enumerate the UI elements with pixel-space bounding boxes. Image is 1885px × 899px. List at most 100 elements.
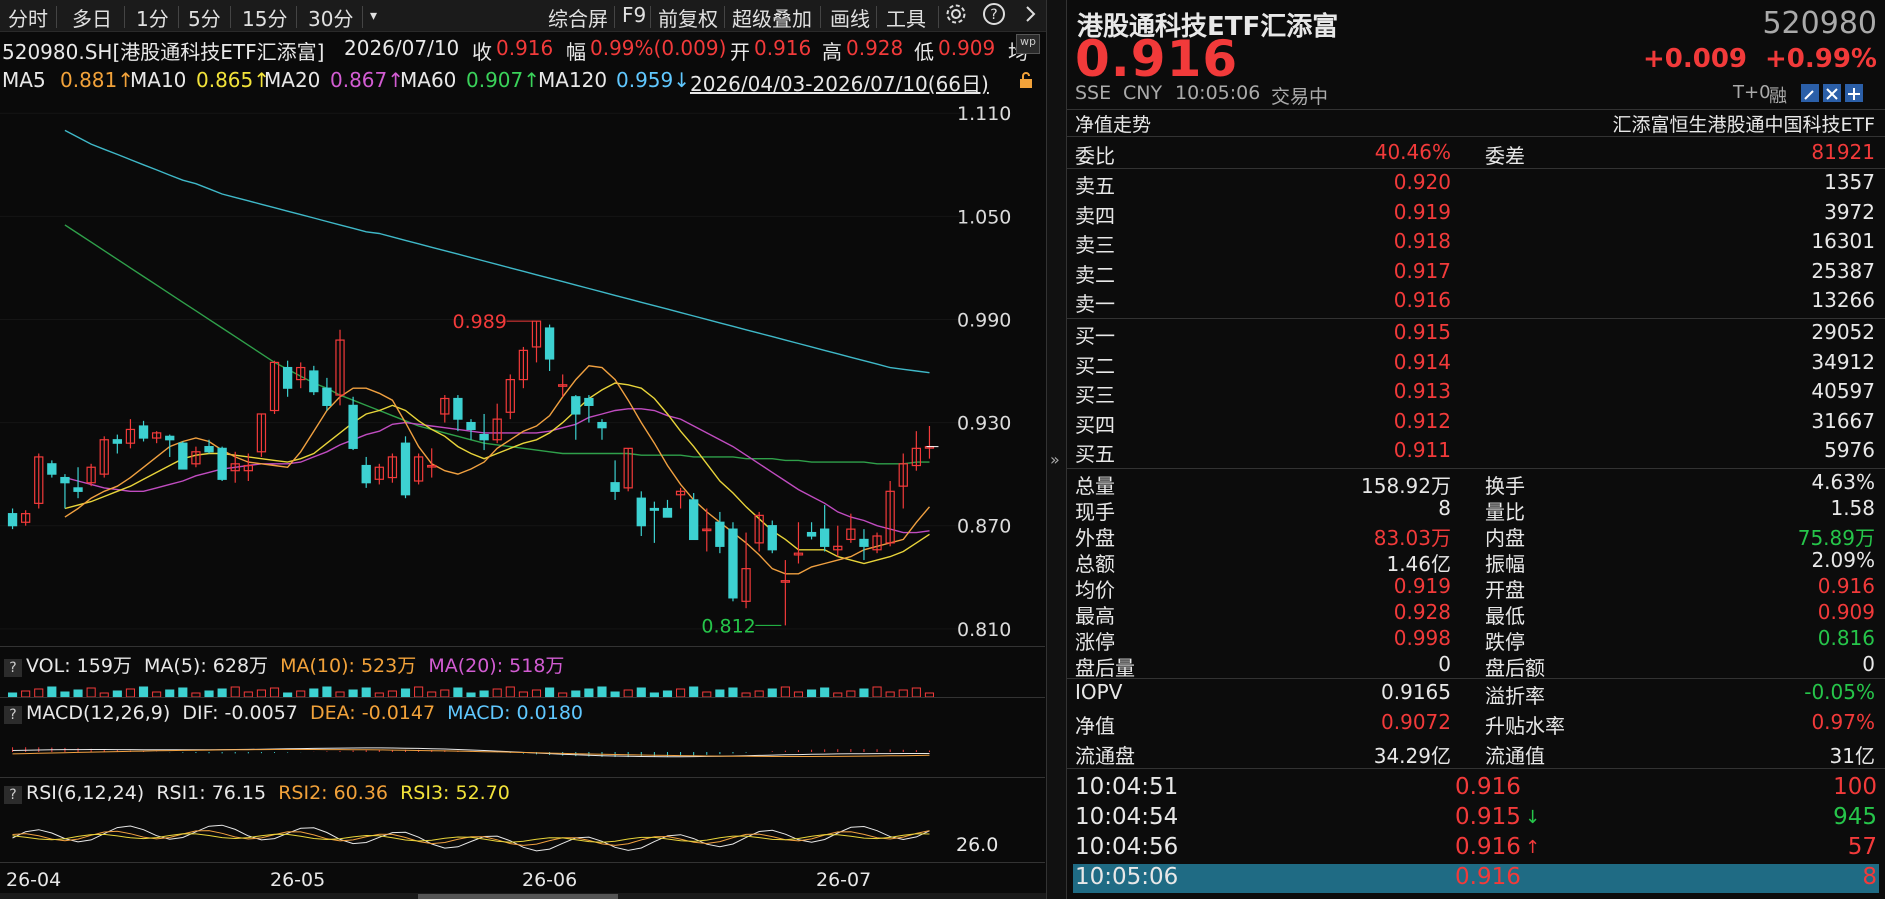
volume-bar (728, 687, 738, 697)
candle-body (780, 580, 791, 583)
candle-body (728, 528, 738, 599)
tick-time: 10:04:56 (1075, 834, 1179, 860)
candle-body (361, 464, 371, 484)
level-label: 卖二 (1075, 262, 1115, 287)
stat-label: 溢折率 (1485, 684, 1545, 708)
horizontal-scrollbar[interactable] (0, 893, 1046, 899)
weibi-label: 委比 (1075, 144, 1115, 168)
ask-row[interactable]: 卖四 0.919 3972 (1075, 200, 1875, 228)
tools-button[interactable]: 工具 (886, 7, 926, 31)
collapse-arrow-icon[interactable]: » (1050, 450, 1060, 469)
level-volume: 29052 (1811, 320, 1875, 344)
bid-row[interactable]: 买五 0.911 5976 (1075, 438, 1875, 466)
volume-bar (859, 688, 869, 697)
volume-bar (531, 689, 542, 697)
volume-bar (178, 687, 188, 697)
stat-value: 0.928 (1393, 600, 1451, 624)
tick-volume: 945 (1833, 804, 1877, 830)
candle-body (217, 447, 227, 480)
volume-bar (898, 689, 908, 697)
level-label: 买五 (1075, 442, 1115, 466)
tab-15min[interactable]: 15分 (242, 7, 288, 31)
candle-body (571, 396, 581, 415)
tick-volume: 8 (1862, 864, 1877, 890)
volume-bar (571, 690, 581, 697)
bid-row[interactable]: 买二 0.914 34912 (1075, 350, 1875, 378)
candle-body (34, 456, 44, 504)
ask-row[interactable]: 卖五 0.920 1357 (1075, 170, 1875, 198)
stat-label: 最高 (1075, 604, 1115, 628)
candlestick-chart[interactable]: 1.110 1.050 0.990 0.930 0.870 0.810 0.989 0.812 (0, 96, 1046, 646)
change-value: 0.99%(0.009) (590, 36, 727, 60)
stat-label: 升贴水率 (1485, 714, 1565, 738)
tab-timeshare[interactable]: 分时 (8, 7, 48, 31)
level-price: 0.916 (1393, 288, 1451, 312)
expand-icon[interactable] (1823, 84, 1841, 102)
stat-value: 0.916 (1817, 574, 1875, 598)
help-icon[interactable]: ? (4, 659, 22, 677)
macd-chart (12, 747, 930, 758)
tab-30min[interactable]: 30分 (308, 7, 354, 31)
stat-label: 涨停 (1075, 630, 1115, 654)
draw-button[interactable]: 画线 (830, 7, 870, 31)
volume-bar (623, 689, 633, 697)
bid-row[interactable]: 买三 0.913 40597 (1075, 379, 1875, 407)
candle-body (859, 538, 869, 547)
tab-1min[interactable]: 1分 (136, 7, 169, 31)
candle-body (20, 513, 31, 523)
ask-row[interactable]: 卖二 0.917 25387 (1075, 259, 1875, 287)
level-label: 买四 (1075, 412, 1115, 437)
ask-row[interactable]: 卖三 0.918 16301 (1075, 229, 1875, 257)
tick-price: 0.916 (1455, 834, 1521, 860)
candle-body (820, 528, 830, 547)
settings-icon[interactable] (944, 2, 968, 31)
tab-5min[interactable]: 5分 (188, 7, 221, 31)
stat-label: 内盘 (1485, 526, 1525, 550)
level-price: 0.917 (1393, 258, 1451, 283)
vol-ma20: MA(20): 518万 (428, 655, 565, 677)
volume-bar (833, 692, 843, 697)
candle-body (872, 535, 882, 551)
edit-icon[interactable] (1801, 84, 1819, 102)
tab-multiday[interactable]: 多日 (72, 7, 112, 31)
scrollbar-thumb[interactable] (418, 894, 618, 899)
panel-splitter[interactable]: » (1046, 0, 1066, 899)
chevron-right-icon[interactable] (1020, 2, 1042, 31)
stat-label: 开盘 (1485, 578, 1525, 602)
date-range-selector[interactable]: 2026/04/03-2026/07/10(66日) (690, 72, 989, 96)
help-icon[interactable]: ? (4, 706, 22, 724)
tick-price: 0.916 (1455, 864, 1521, 890)
volume-bar (767, 688, 777, 697)
help-icon[interactable]: ? (982, 2, 1006, 31)
adjust-button[interactable]: 前复权 (658, 7, 718, 31)
trading-status: 交易中 (1271, 86, 1329, 108)
bid-row[interactable]: 买一 0.915 29052 (1075, 320, 1875, 348)
add-icon[interactable] (1845, 84, 1863, 102)
f9-button[interactable]: F9 (622, 3, 647, 27)
tick-volume: 57 (1847, 834, 1877, 860)
candle-body (335, 339, 345, 396)
nav-trend-link[interactable]: 净值走势 (1075, 114, 1152, 136)
wp-badge-icon[interactable]: wp (1016, 34, 1040, 54)
lock-icon[interactable] (1016, 70, 1036, 95)
overlay-button[interactable]: 超级叠加 (732, 7, 812, 31)
candle-body (662, 507, 673, 518)
more-periods-dropdown[interactable]: ▾ (370, 8, 378, 24)
level-volume: 40597 (1811, 379, 1875, 403)
volume-bar (374, 692, 384, 697)
stat-label: 最低 (1485, 604, 1525, 628)
order-ratio-row: 委比 40.46% 委差 81921 (1075, 140, 1875, 168)
macd-panel: ? MACD(12,26,9) DIF: -0.0057 DEA: -0.0147… (0, 697, 1045, 777)
volume-bar (152, 691, 162, 697)
volume-bar (649, 692, 659, 697)
candle-body (597, 421, 607, 429)
volume-bar (453, 687, 463, 697)
period-toolbar: 分时 多日 1分 5分 15分 30分 ▾ 综合屏 F9 前复权 超级叠加 画线… (0, 0, 1050, 32)
bid-row[interactable]: 买四 0.912 31667 (1075, 409, 1875, 437)
composite-screen-button[interactable]: 综合屏 (548, 7, 608, 31)
help-icon[interactable]: ? (4, 786, 22, 804)
ask-row[interactable]: 卖一 0.916 13266 (1075, 288, 1875, 316)
volume-bar (780, 686, 790, 697)
stat-value: 0.919 (1393, 574, 1451, 598)
y-tick-label: 1.110 (957, 103, 1011, 125)
